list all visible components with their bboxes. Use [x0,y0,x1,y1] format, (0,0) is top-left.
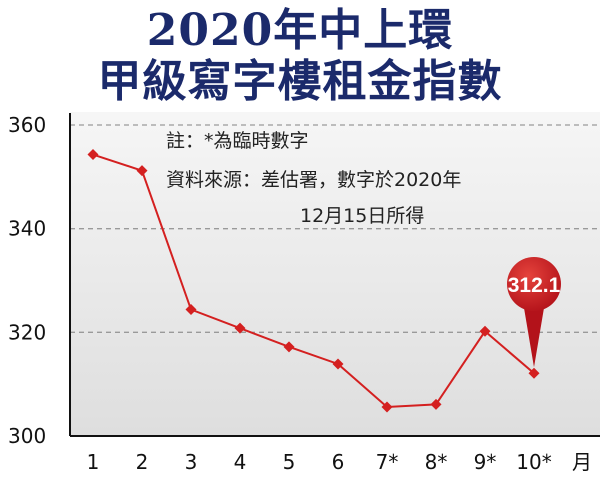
series-line [87,149,540,413]
x-tick-5: 5 [283,450,296,474]
note-line-2: 資料來源：差估署，數字於2020年 [166,169,461,191]
series-polyline [92,153,535,408]
gridlines [70,124,600,333]
data-point-4 [234,322,246,334]
y-tick-labels: 300 320 340 360 [8,113,46,448]
note-line-3: 12月15日所得 [300,205,424,227]
x-tick-9: 9* [474,450,497,474]
data-point-3 [185,304,197,316]
callout-balloon [507,257,561,311]
x-tick-4: 4 [234,450,247,474]
axes [69,113,600,437]
value-callout: 312.1 [507,257,561,368]
y-tick-360: 360 [8,113,46,137]
x-tick-labels: 1 2 3 4 5 6 7* 8* 9* 10* [87,450,552,474]
chart-title-line1: 2020年中上環 [146,5,454,56]
data-point-5 [283,341,295,353]
x-tick-7: 7* [376,450,399,474]
x-tick-8: 8* [425,450,448,474]
data-point-8 [430,398,442,410]
data-point-6 [332,358,344,370]
data-point-7 [381,401,393,413]
x-tick-6: 6 [332,450,345,474]
y-tick-320: 320 [8,320,46,344]
callout-label: 312.1 [508,274,561,297]
data-point-2 [136,165,148,177]
y-tick-300: 300 [8,424,46,448]
notes-block: 註：*為臨時數字 資料來源：差估署，數字於2020年 12月15日所得 [166,130,461,227]
y-tick-340: 340 [8,217,46,241]
callout-pointer [523,302,545,368]
chart-title-line2: 甲級寫字樓租金指數 [97,56,503,107]
x-tick-10: 10* [516,450,551,474]
x-tick-1: 1 [87,450,100,474]
x-tick-3: 3 [185,450,198,474]
data-point-10 [528,367,540,379]
note-line-1: 註：*為臨時數字 [166,130,309,152]
data-point-1 [87,149,99,161]
x-axis-unit: 月 [572,450,592,474]
data-point-9 [479,325,491,337]
x-tick-2: 2 [136,450,149,474]
